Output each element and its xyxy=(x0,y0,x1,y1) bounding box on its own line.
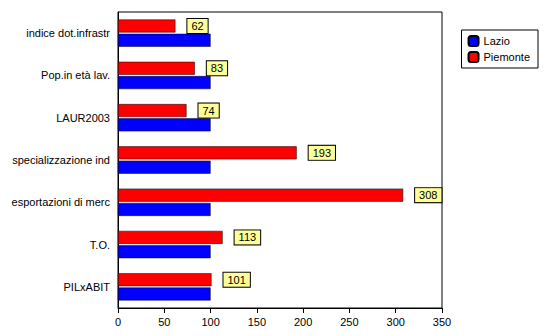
svg-text:50: 50 xyxy=(158,316,170,328)
svg-text:esportazioni di merc: esportazioni di merc xyxy=(12,196,111,208)
svg-text:PILxABIT: PILxABIT xyxy=(64,281,111,293)
svg-text:83: 83 xyxy=(211,62,223,74)
svg-text:150: 150 xyxy=(248,316,266,328)
svg-text:250: 250 xyxy=(340,316,358,328)
svg-text:0: 0 xyxy=(115,316,121,328)
svg-text:74: 74 xyxy=(203,105,215,117)
svg-text:LAUR2003: LAUR2003 xyxy=(56,112,110,124)
svg-text:Pop.in età lav.: Pop.in età lav. xyxy=(41,69,110,81)
svg-text:350: 350 xyxy=(433,316,451,328)
svg-text:300: 300 xyxy=(387,316,405,328)
svg-text:indice dot.infrastr: indice dot.infrastr xyxy=(26,27,110,39)
svg-text:Piemonte: Piemonte xyxy=(484,51,530,63)
svg-text:101: 101 xyxy=(227,274,245,286)
svg-text:200: 200 xyxy=(294,316,312,328)
svg-text:308: 308 xyxy=(419,189,437,201)
svg-text:specializzazione ind: specializzazione ind xyxy=(12,154,110,166)
svg-text:Lazio: Lazio xyxy=(484,35,510,47)
svg-text:62: 62 xyxy=(191,20,203,32)
svg-text:100: 100 xyxy=(201,316,219,328)
svg-text:113: 113 xyxy=(239,231,257,243)
svg-text:193: 193 xyxy=(313,147,331,159)
svg-text:T.O.: T.O. xyxy=(90,239,110,251)
